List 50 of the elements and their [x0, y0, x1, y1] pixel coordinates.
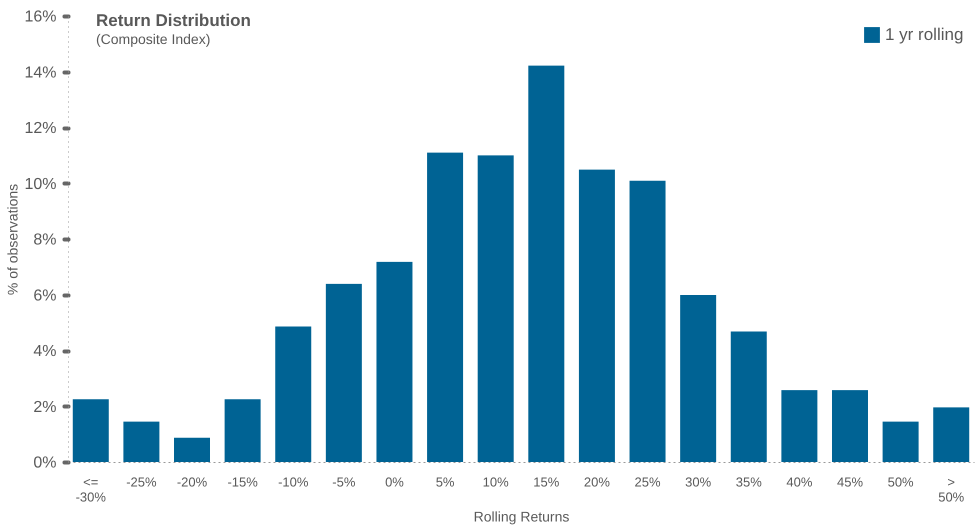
bar [376, 262, 412, 462]
x-tick-label: -15% [227, 474, 258, 490]
y-tick-label: 14% [24, 64, 56, 82]
bar [528, 66, 564, 462]
y-tick-label: 0% [33, 454, 56, 472]
bar [630, 180, 666, 462]
y-tick-label: 2% [33, 398, 56, 416]
bar [478, 155, 514, 462]
bar [326, 284, 362, 462]
x-tick-label: 10% [482, 474, 510, 490]
chart-title: Return Distribution [96, 11, 251, 30]
y-tick-label: 4% [33, 343, 56, 360]
bar [72, 399, 109, 462]
x-tick-label: 5% [436, 474, 455, 490]
bar [832, 390, 868, 462]
x-tick-label: -10% [278, 474, 309, 490]
x-tick-label: -25% [126, 474, 157, 490]
text: (Composite Index) [96, 31, 210, 47]
x-tick-label: > 50% [938, 474, 965, 504]
x-tick-label: 20% [584, 474, 610, 490]
y-tick-label: 6% [33, 287, 56, 304]
legend-label: 1 yr rolling [885, 25, 964, 44]
bar [174, 438, 210, 462]
y-axis-title: % of observations [4, 184, 20, 296]
x-axis-title: Rolling Returns [474, 508, 570, 524]
x-tick-label: <= -30% [76, 474, 106, 504]
bar [224, 399, 261, 462]
bar [781, 390, 818, 462]
bar [578, 170, 615, 462]
x-tick-label: 40% [786, 474, 813, 490]
y-tick-label: 16% [24, 8, 56, 26]
x-tick-label: 15% [533, 474, 560, 490]
x-tick-label: 25% [634, 474, 661, 490]
bar [882, 422, 919, 462]
x-tick-label: 50% [888, 474, 914, 490]
x-tick-label: 30% [685, 474, 712, 490]
bar [680, 295, 716, 462]
x-tick-label: 45% [836, 474, 864, 490]
bar [730, 332, 767, 462]
bar [123, 422, 160, 462]
x-tick-label: 0% [385, 474, 404, 490]
bar [275, 326, 312, 462]
x-tick-label: -5% [332, 474, 356, 490]
bar [933, 407, 970, 462]
x-tick-label: 35% [736, 474, 762, 490]
bar [427, 152, 464, 462]
x-tick-label: -20% [176, 474, 208, 490]
y-tick-label: 10% [24, 176, 56, 193]
y-tick-label: 12% [24, 120, 56, 137]
y-tick-label: 8% [33, 232, 56, 248]
